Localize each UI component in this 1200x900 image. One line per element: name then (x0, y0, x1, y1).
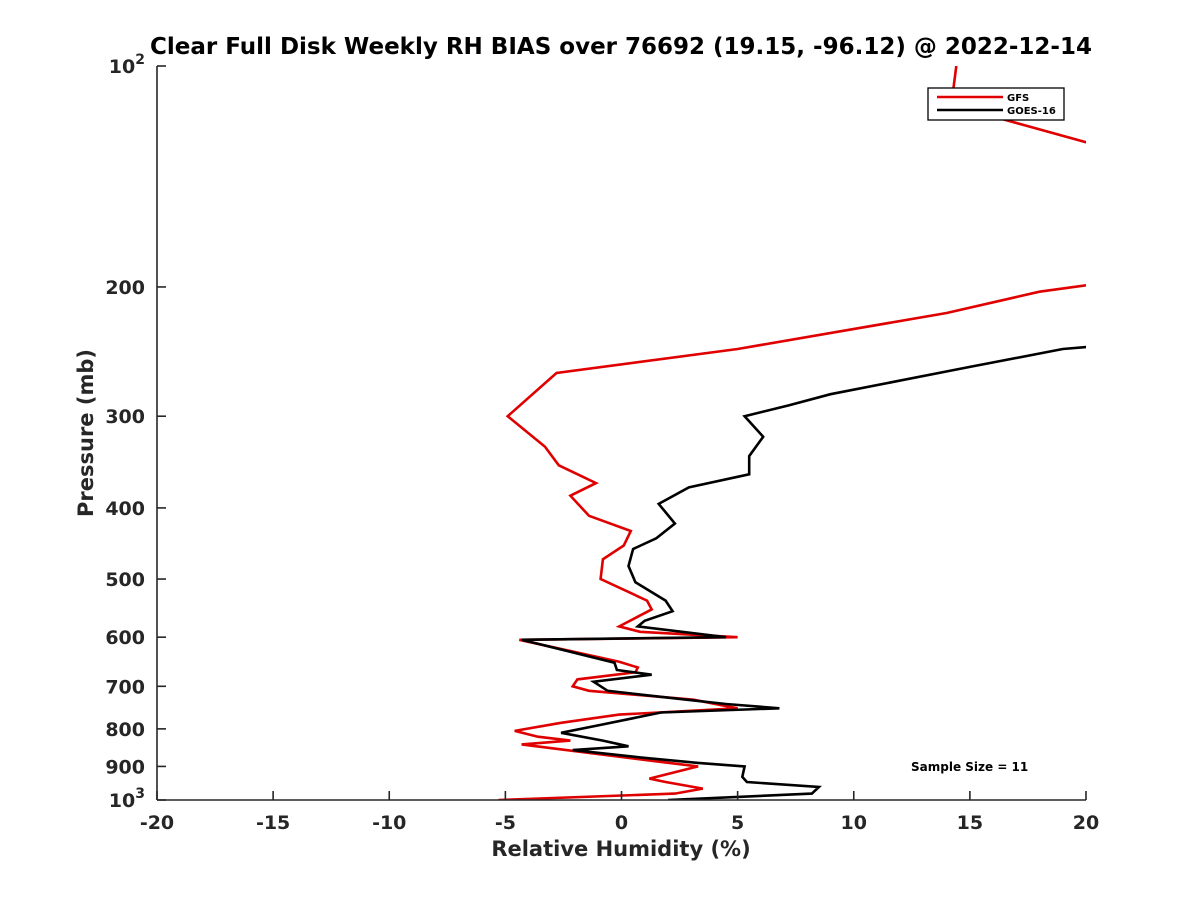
y-tick-label: 700 (105, 676, 145, 698)
y-tick-label: 600 (105, 627, 145, 649)
x-tick-label: 0 (615, 812, 628, 834)
y-tick-label: 400 (105, 498, 145, 520)
series-line-goes-16 (521, 345, 1086, 800)
x-tick-label: 20 (1073, 812, 1099, 834)
x-tick-label: 10 (841, 812, 867, 834)
legend-box (927, 87, 1065, 121)
x-axis-label: Relative Humidity (%) (491, 837, 750, 861)
legend: GFS GOES-16 (927, 87, 1065, 121)
x-tick-label: -20 (140, 812, 174, 834)
x-tick-label: 5 (731, 812, 744, 834)
sample-size-annotation: Sample Size = 11 (911, 760, 1028, 774)
y-tick-label: 800 (105, 719, 145, 741)
y-tick-label: 500 (105, 569, 145, 591)
x-tick-label: -5 (495, 812, 516, 834)
legend-goes-label: GOES-16 (1007, 106, 1056, 117)
x-ticks: -20 -15 -10 -5 0 5 10 15 20 (140, 791, 1099, 834)
legend-gfs-label: GFS (1007, 93, 1029, 104)
x-tick-label: 15 (957, 812, 983, 834)
y-tick-label: 300 (105, 406, 145, 428)
series-line-gfs (498, 66, 1086, 800)
series-layer (498, 66, 1086, 800)
x-tick-label: -15 (256, 812, 290, 834)
chart-title: Clear Full Disk Weekly RH BIAS over 7669… (150, 34, 1092, 60)
y-tick-label: 900 (105, 756, 145, 778)
y-tick-label: 200 (105, 277, 145, 299)
x-tick-label: -10 (372, 812, 406, 834)
y-axis-label: Pressure (mb) (74, 349, 98, 517)
